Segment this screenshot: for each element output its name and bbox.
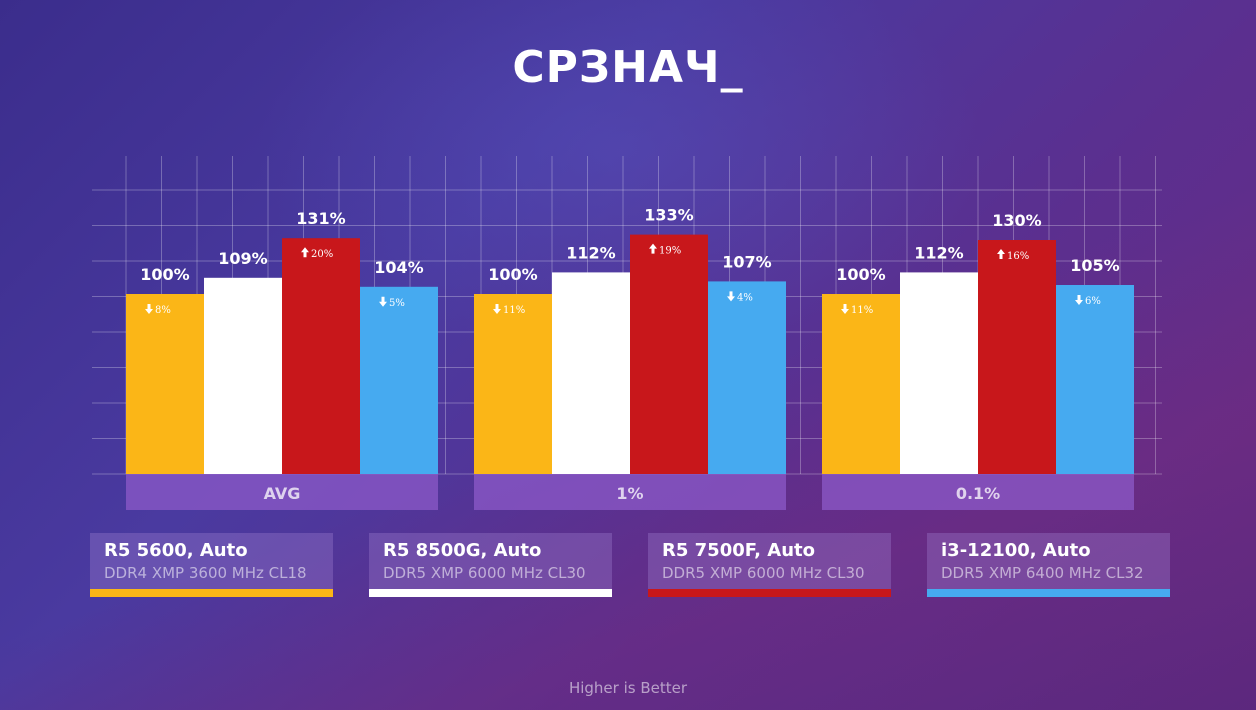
bar [126, 294, 204, 474]
legend-name: i3-12100, Auto [941, 540, 1091, 561]
legend-name: R5 8500G, Auto [383, 540, 542, 561]
value-label: 112% [914, 243, 963, 262]
change-label: 5% [389, 298, 405, 309]
change-label: 6% [1085, 296, 1101, 307]
legend-memory: DDR5 XMP 6000 MHz CL30 [662, 564, 865, 582]
legend-name: R5 5600, Auto [104, 540, 248, 561]
category-label: AVG [264, 484, 301, 503]
value-label: 100% [488, 265, 537, 284]
arrow-up-icon [301, 247, 309, 258]
category-label: 1% [616, 484, 643, 503]
arrow-up-icon [997, 249, 1005, 259]
arrow-down-icon [1075, 295, 1083, 305]
category-band [126, 474, 438, 510]
bar [1056, 285, 1134, 474]
value-label: 107% [722, 252, 771, 271]
legend-memory: DDR5 XMP 6400 MHz CL32 [941, 564, 1144, 582]
bar [204, 277, 282, 474]
change-label: 16% [1007, 251, 1029, 262]
value-label: 133% [644, 206, 693, 225]
footer-note: Higher is Better [568, 679, 688, 697]
legend-memory: DDR4 XMP 3600 MHz CL18 [104, 564, 307, 582]
value-label: 100% [836, 265, 885, 284]
legend-item-i3-12100: i3-12100, Auto DDR5 XMP 6400 MHz CL32 [927, 533, 1170, 597]
change-label: 20% [311, 249, 333, 260]
category-band [474, 474, 786, 510]
legend-name: R5 7500F, Auto [662, 540, 815, 561]
chart-title: СРЗНАЧ_ [512, 42, 744, 93]
arrow-down-icon [379, 296, 387, 307]
bar [822, 294, 900, 474]
bar [474, 294, 552, 474]
value-label: 130% [992, 211, 1041, 230]
legend-memory: DDR5 XMP 6000 MHz CL30 [383, 564, 586, 582]
bar [978, 240, 1056, 474]
change-label: 11% [503, 305, 525, 316]
category-label: 0.1% [956, 484, 1000, 503]
legend-item-r5-5600: R5 5600, Auto DDR4 XMP 3600 MHz CL18 [90, 533, 333, 597]
bar [630, 234, 708, 474]
change-label: 11% [851, 305, 873, 316]
bar [360, 286, 438, 474]
arrow-up-icon [649, 243, 657, 254]
arrow-down-icon [145, 304, 153, 314]
bar [282, 238, 360, 474]
arrow-down-icon [727, 291, 735, 302]
bar [708, 281, 786, 474]
legend-swatch [369, 589, 612, 597]
bar [900, 272, 978, 474]
change-label: 4% [737, 292, 753, 303]
value-label: 131% [296, 209, 345, 228]
category-band [822, 474, 1134, 510]
value-label: 105% [1070, 256, 1119, 275]
change-label: 8% [155, 305, 171, 316]
bar [552, 272, 630, 474]
value-label: 109% [218, 249, 267, 268]
legend-swatch [648, 589, 891, 597]
change-label: 19% [659, 246, 681, 257]
value-label: 100% [140, 265, 189, 284]
legend-swatch [90, 589, 333, 597]
legend-item-r5-7500f: R5 7500F, Auto DDR5 XMP 6000 MHz CL30 [648, 533, 891, 597]
arrow-down-icon [493, 304, 501, 314]
legend-item-r5-8500g: R5 8500G, Auto DDR5 XMP 6000 MHz CL30 [369, 533, 612, 597]
arrow-down-icon [841, 304, 849, 314]
value-label: 112% [566, 243, 615, 262]
value-label: 104% [374, 258, 423, 277]
bar-chart: AVG 100% 8% 109% 131% 20% 104% 5% 1% 100% 11% 112% 1… [126, 206, 1134, 510]
legend-swatch [927, 589, 1170, 597]
